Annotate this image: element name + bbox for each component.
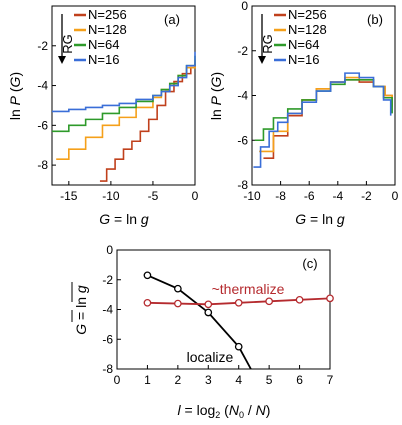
series-b-n16 xyxy=(253,72,392,168)
panel-b-xtick-label: -6 xyxy=(304,189,315,203)
panel-b: -10 -8 -6 -4 -2 0-8-6-4-20 (b) RG N=256N=128N… xyxy=(208,0,399,227)
point-thermalize xyxy=(326,294,334,303)
panel-a-xtick-label: -15 xyxy=(60,189,78,203)
panel-c-ytick-label: 0 xyxy=(106,243,113,257)
panel-b-label: (b) xyxy=(367,12,383,27)
legend-label: N=128 xyxy=(88,22,127,37)
legend-label: N=16 xyxy=(288,52,319,67)
point-localize xyxy=(174,284,182,293)
panel-c-ytick-label: -8 xyxy=(102,362,113,376)
panel-b-ytick-label: -2 xyxy=(237,44,248,58)
series-b-n128 xyxy=(259,76,393,153)
panel-b-rg-arrow: RG xyxy=(258,14,275,64)
annotation-localize: localize xyxy=(187,349,234,365)
panel-c-xlabel: l = log2 (N0 / N) xyxy=(178,402,271,420)
point-thermalize xyxy=(234,298,243,307)
point-localize xyxy=(234,342,243,351)
point-thermalize xyxy=(265,297,273,306)
panel-a-rg-label: RG xyxy=(60,34,75,54)
annotation-thermalize: ~thermalize xyxy=(212,281,285,297)
panel-c-xtick-label: 2 xyxy=(175,373,182,387)
legend-label: N=128 xyxy=(288,22,327,37)
series-a-n16 xyxy=(52,51,196,113)
panel-b-ytick-label: -4 xyxy=(237,89,248,103)
panel-b-ylabel: ln P (G) xyxy=(208,72,224,120)
legend-label: N=64 xyxy=(288,37,319,52)
panel-a: -15 -10 -5 0 -8 -6 -4 -2 (a) RG N=256N=128N=64N… xyxy=(7,5,199,227)
series-a-n64 xyxy=(52,55,196,133)
panel-b-xlabel: G = ln g xyxy=(295,211,345,227)
legend-label: N=64 xyxy=(88,37,119,52)
panel-a-label: (a) xyxy=(164,12,180,27)
point-thermalize xyxy=(143,298,152,307)
panel-c-xtick-label: 3 xyxy=(205,373,212,387)
panel-c-xtick-label: 1 xyxy=(144,373,151,387)
panel-a-rg-arrow: RG xyxy=(58,14,75,64)
panel-c-ytick-label: -2 xyxy=(102,273,113,287)
panel-a-frame xyxy=(51,5,196,186)
point-thermalize xyxy=(295,295,304,304)
point-localize xyxy=(204,308,213,317)
panel-b-xtick-label: -2 xyxy=(361,189,372,203)
panel-b-xtick-label: -4 xyxy=(332,189,343,203)
panel-c-xtick-label: 4 xyxy=(235,373,242,387)
svg-text:G = ln g: G = ln g xyxy=(73,285,89,335)
panel-a-ytick-label: -6 xyxy=(37,118,48,132)
point-thermalize xyxy=(174,299,182,308)
panel-c-xtick-label: 0 xyxy=(114,373,121,387)
legend-label: N=16 xyxy=(88,52,119,67)
panel-c-xtick-label: 6 xyxy=(296,373,303,387)
panel-a-ytick-label: -4 xyxy=(37,79,48,93)
panel-c-xtick-label: 5 xyxy=(266,373,273,387)
panel-a-xtick-label: -5 xyxy=(148,189,159,203)
panel-b-rg-label: RG xyxy=(260,34,275,54)
panel-c: 0 1 2 3 4 5 6 7 -8 -6 -4 -2 0 (c) ~thermalize locali… xyxy=(71,243,334,420)
panel-c-ytick-label: -4 xyxy=(102,303,113,317)
panel-b-xtick-label: -8 xyxy=(275,189,286,203)
panel-c-ytick-label: -6 xyxy=(102,332,113,346)
point-localize xyxy=(143,271,152,280)
panel-a-xtick-label: 0 xyxy=(192,189,199,203)
panel-a-xtick-label: -10 xyxy=(102,189,120,203)
panel-b-xtick-label: -10 xyxy=(243,189,261,203)
panel-b-ytick-label: -6 xyxy=(237,133,248,147)
panel-c-xtick-label: 7 xyxy=(327,373,334,387)
panel-c-label: (c) xyxy=(302,256,317,271)
panel-b-ytick-label: 0 xyxy=(241,0,248,13)
panel-a-ylabel: ln P (G) xyxy=(7,72,23,120)
legend-label: N=256 xyxy=(88,7,127,22)
series-a-n256 xyxy=(99,63,196,182)
point-thermalize xyxy=(204,300,213,309)
panel-b-xtick-label: 0 xyxy=(392,189,399,203)
panel-a-xlabel: G = ln g xyxy=(99,211,149,227)
panel-c-ylabel: G = ln g xyxy=(71,282,89,335)
legend-label: N=256 xyxy=(288,7,327,22)
panel-b-ytick-label: -8 xyxy=(237,178,248,192)
panel-a-ytick-label: -2 xyxy=(37,39,48,53)
panel-a-ytick-label: -8 xyxy=(37,158,48,172)
